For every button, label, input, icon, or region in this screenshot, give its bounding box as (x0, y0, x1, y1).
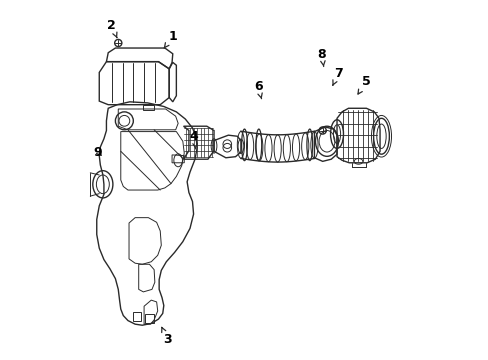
Text: 5: 5 (357, 75, 370, 94)
Text: 8: 8 (317, 48, 325, 67)
Text: 2: 2 (107, 19, 117, 38)
Text: 1: 1 (164, 30, 177, 48)
Text: 4: 4 (189, 130, 198, 149)
Text: 9: 9 (94, 145, 102, 158)
Text: 7: 7 (332, 67, 342, 85)
Text: 3: 3 (162, 327, 171, 346)
Text: 6: 6 (253, 80, 262, 99)
